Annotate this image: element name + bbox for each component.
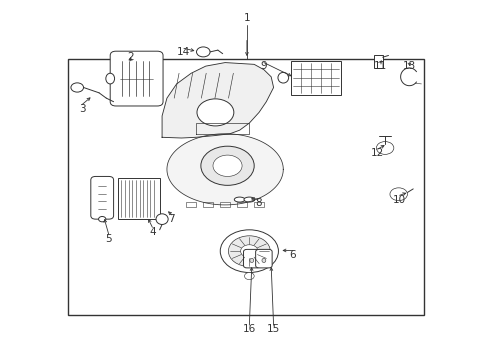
- Circle shape: [197, 99, 233, 126]
- Text: 11: 11: [373, 61, 386, 71]
- Bar: [203, 202, 213, 207]
- Ellipse shape: [156, 214, 168, 225]
- Text: 13: 13: [402, 61, 415, 71]
- Text: 4: 4: [149, 226, 155, 237]
- Bar: [186, 202, 196, 207]
- Ellipse shape: [234, 197, 244, 202]
- Bar: [254, 202, 264, 207]
- Circle shape: [213, 155, 242, 176]
- Polygon shape: [162, 63, 273, 138]
- FancyBboxPatch shape: [255, 249, 272, 268]
- Circle shape: [376, 141, 393, 154]
- Circle shape: [71, 83, 83, 92]
- Text: 7: 7: [168, 214, 175, 224]
- Circle shape: [196, 47, 210, 57]
- FancyBboxPatch shape: [91, 176, 113, 219]
- Bar: [237, 202, 246, 207]
- Bar: [220, 202, 229, 207]
- Text: 14: 14: [177, 47, 190, 57]
- Polygon shape: [166, 134, 283, 205]
- Text: 2: 2: [127, 52, 134, 62]
- Bar: [373, 55, 382, 68]
- Text: 8: 8: [255, 198, 262, 208]
- Ellipse shape: [105, 73, 114, 84]
- FancyBboxPatch shape: [110, 51, 163, 106]
- Text: 1: 1: [243, 13, 250, 23]
- Circle shape: [244, 273, 254, 280]
- Polygon shape: [196, 123, 249, 134]
- Bar: [118, 178, 159, 219]
- Ellipse shape: [262, 258, 265, 262]
- Text: 12: 12: [370, 148, 384, 158]
- Text: 5: 5: [105, 234, 112, 244]
- Text: 16: 16: [242, 324, 255, 334]
- Text: 10: 10: [392, 194, 406, 204]
- Text: 6: 6: [289, 250, 296, 260]
- Bar: [67, 59, 423, 315]
- Ellipse shape: [277, 72, 288, 83]
- Ellipse shape: [249, 258, 253, 262]
- Text: 3: 3: [79, 104, 85, 114]
- FancyBboxPatch shape: [243, 249, 260, 268]
- Circle shape: [240, 245, 258, 257]
- Text: 9: 9: [260, 61, 266, 71]
- Circle shape: [228, 236, 270, 266]
- Bar: [290, 61, 341, 95]
- Circle shape: [220, 230, 278, 273]
- Text: 15: 15: [266, 324, 280, 334]
- Ellipse shape: [99, 216, 105, 222]
- Circle shape: [389, 188, 407, 201]
- Ellipse shape: [244, 197, 254, 202]
- Circle shape: [201, 146, 254, 185]
